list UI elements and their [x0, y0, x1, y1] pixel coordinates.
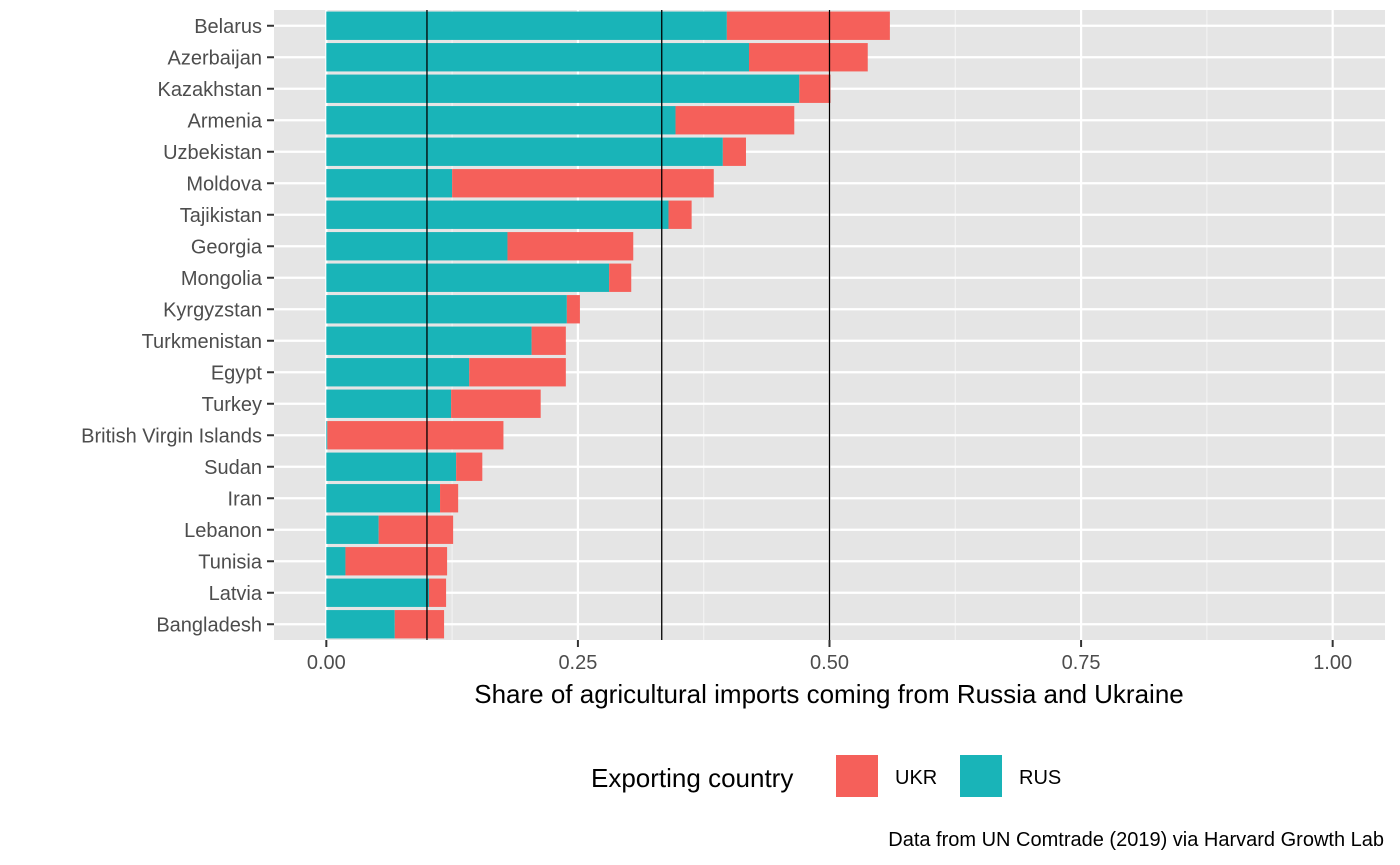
legend-title: Exporting country	[591, 763, 793, 793]
y-tick-label: British Virgin Islands	[81, 425, 262, 447]
bar-ukr-kazakhstan	[799, 74, 831, 103]
y-tick-label: Moldova	[186, 173, 262, 195]
bar-rus-british-virgin-islands	[326, 421, 328, 450]
bar-rus-belarus	[326, 11, 727, 40]
y-tick-label: Egypt	[211, 362, 263, 384]
bar-rus-georgia	[326, 232, 508, 261]
bar-ukr-tunisia	[345, 547, 448, 576]
bar-ukr-kyrgyzstan	[566, 295, 580, 324]
bar-rus-moldova	[326, 169, 453, 198]
x-tick-label: 0.75	[1062, 652, 1101, 674]
x-axis: 0.00 0.25 0.50 0.75 1.00	[307, 640, 1352, 674]
y-tick-label: Lebanon	[184, 520, 262, 542]
bar-rus-lebanon	[326, 515, 379, 544]
bar-rus-egypt	[326, 358, 470, 387]
caption: Data from UN Comtrade (2019) via Harvard…	[888, 829, 1384, 851]
y-tick-label: Sudan	[204, 457, 262, 479]
bar-ukr-moldova	[452, 169, 714, 198]
y-tick-label: Bangladesh	[156, 614, 262, 636]
x-axis-title: Share of agricultural imports coming fro…	[474, 679, 1184, 709]
bar-ukr-latvia	[428, 578, 447, 607]
bar-ukr-mongolia	[609, 263, 632, 292]
y-tick-label: Azerbaijan	[167, 47, 262, 69]
reference-lines	[426, 10, 831, 640]
bar-ukr-iran	[440, 484, 459, 513]
bar-ukr-belarus	[726, 11, 890, 40]
bar-rus-armenia	[326, 106, 676, 135]
bar-rus-bangladesh	[326, 610, 395, 639]
legend-key-ukr	[834, 753, 880, 799]
bar-rus-latvia	[326, 578, 429, 607]
y-tick-label: Kazakhstan	[157, 79, 262, 101]
legend-label-ukr: UKR	[895, 767, 937, 789]
x-tick-label: 0.25	[558, 652, 597, 674]
bar-rus-uzbekistan	[326, 137, 723, 166]
y-tick-label: Armenia	[188, 110, 263, 132]
bar-rus-sudan	[326, 452, 457, 481]
x-tick-label: 1.00	[1313, 652, 1352, 674]
bar-ukr-turkmenistan	[531, 326, 566, 355]
bar-ukr-lebanon	[378, 515, 454, 544]
bar-ukr-georgia	[507, 232, 634, 261]
bar-ukr-egypt	[469, 358, 566, 387]
bar-ukr-sudan	[456, 452, 483, 481]
bar-rus-tajikistan	[326, 200, 669, 229]
y-axis: Belarus Azerbaijan Kazakhstan Armenia Uzbeki…	[81, 16, 274, 636]
legend-key-rus	[958, 753, 1004, 799]
y-tick-label: Uzbekistan	[163, 142, 262, 164]
legend: Exporting country UKR RUS	[591, 753, 1061, 799]
bar-rus-tunisia	[326, 547, 346, 576]
y-tick-label: Kyrgyzstan	[163, 299, 262, 321]
bar-rus-azerbaijan	[326, 43, 749, 72]
y-tick-label: Turkmenistan	[142, 331, 262, 353]
bar-ukr-uzbekistan	[722, 137, 746, 166]
bar-rus-kyrgyzstan	[326, 295, 567, 324]
legend-label-rus: RUS	[1019, 767, 1061, 789]
y-tick-label: Tajikistan	[180, 205, 262, 227]
y-tick-label: Turkey	[202, 394, 262, 416]
bar-rus-turkey	[326, 389, 452, 418]
bar-ukr-armenia	[675, 106, 795, 135]
bars	[326, 11, 890, 639]
bar-ukr-bangladesh	[394, 610, 445, 639]
bar-rus-kazakhstan	[326, 74, 800, 103]
y-tick-label: Belarus	[194, 16, 262, 38]
bar-ukr-british-virgin-islands	[327, 421, 504, 450]
bar-ukr-tajikistan	[668, 200, 692, 229]
y-tick-label: Georgia	[191, 236, 263, 258]
y-tick-label: Latvia	[209, 583, 263, 605]
y-tick-label: Iran	[228, 488, 262, 510]
x-tick-label: 0.00	[307, 652, 346, 674]
bar-rus-iran	[326, 484, 441, 513]
y-tick-label: Mongolia	[181, 268, 263, 290]
bar-ukr-turkey	[451, 389, 541, 418]
bar-rus-turkmenistan	[326, 326, 532, 355]
x-tick-label: 0.50	[810, 652, 849, 674]
bar-ukr-azerbaijan	[748, 43, 868, 72]
y-tick-label: Tunisia	[198, 551, 263, 573]
bar-rus-mongolia	[326, 263, 610, 292]
